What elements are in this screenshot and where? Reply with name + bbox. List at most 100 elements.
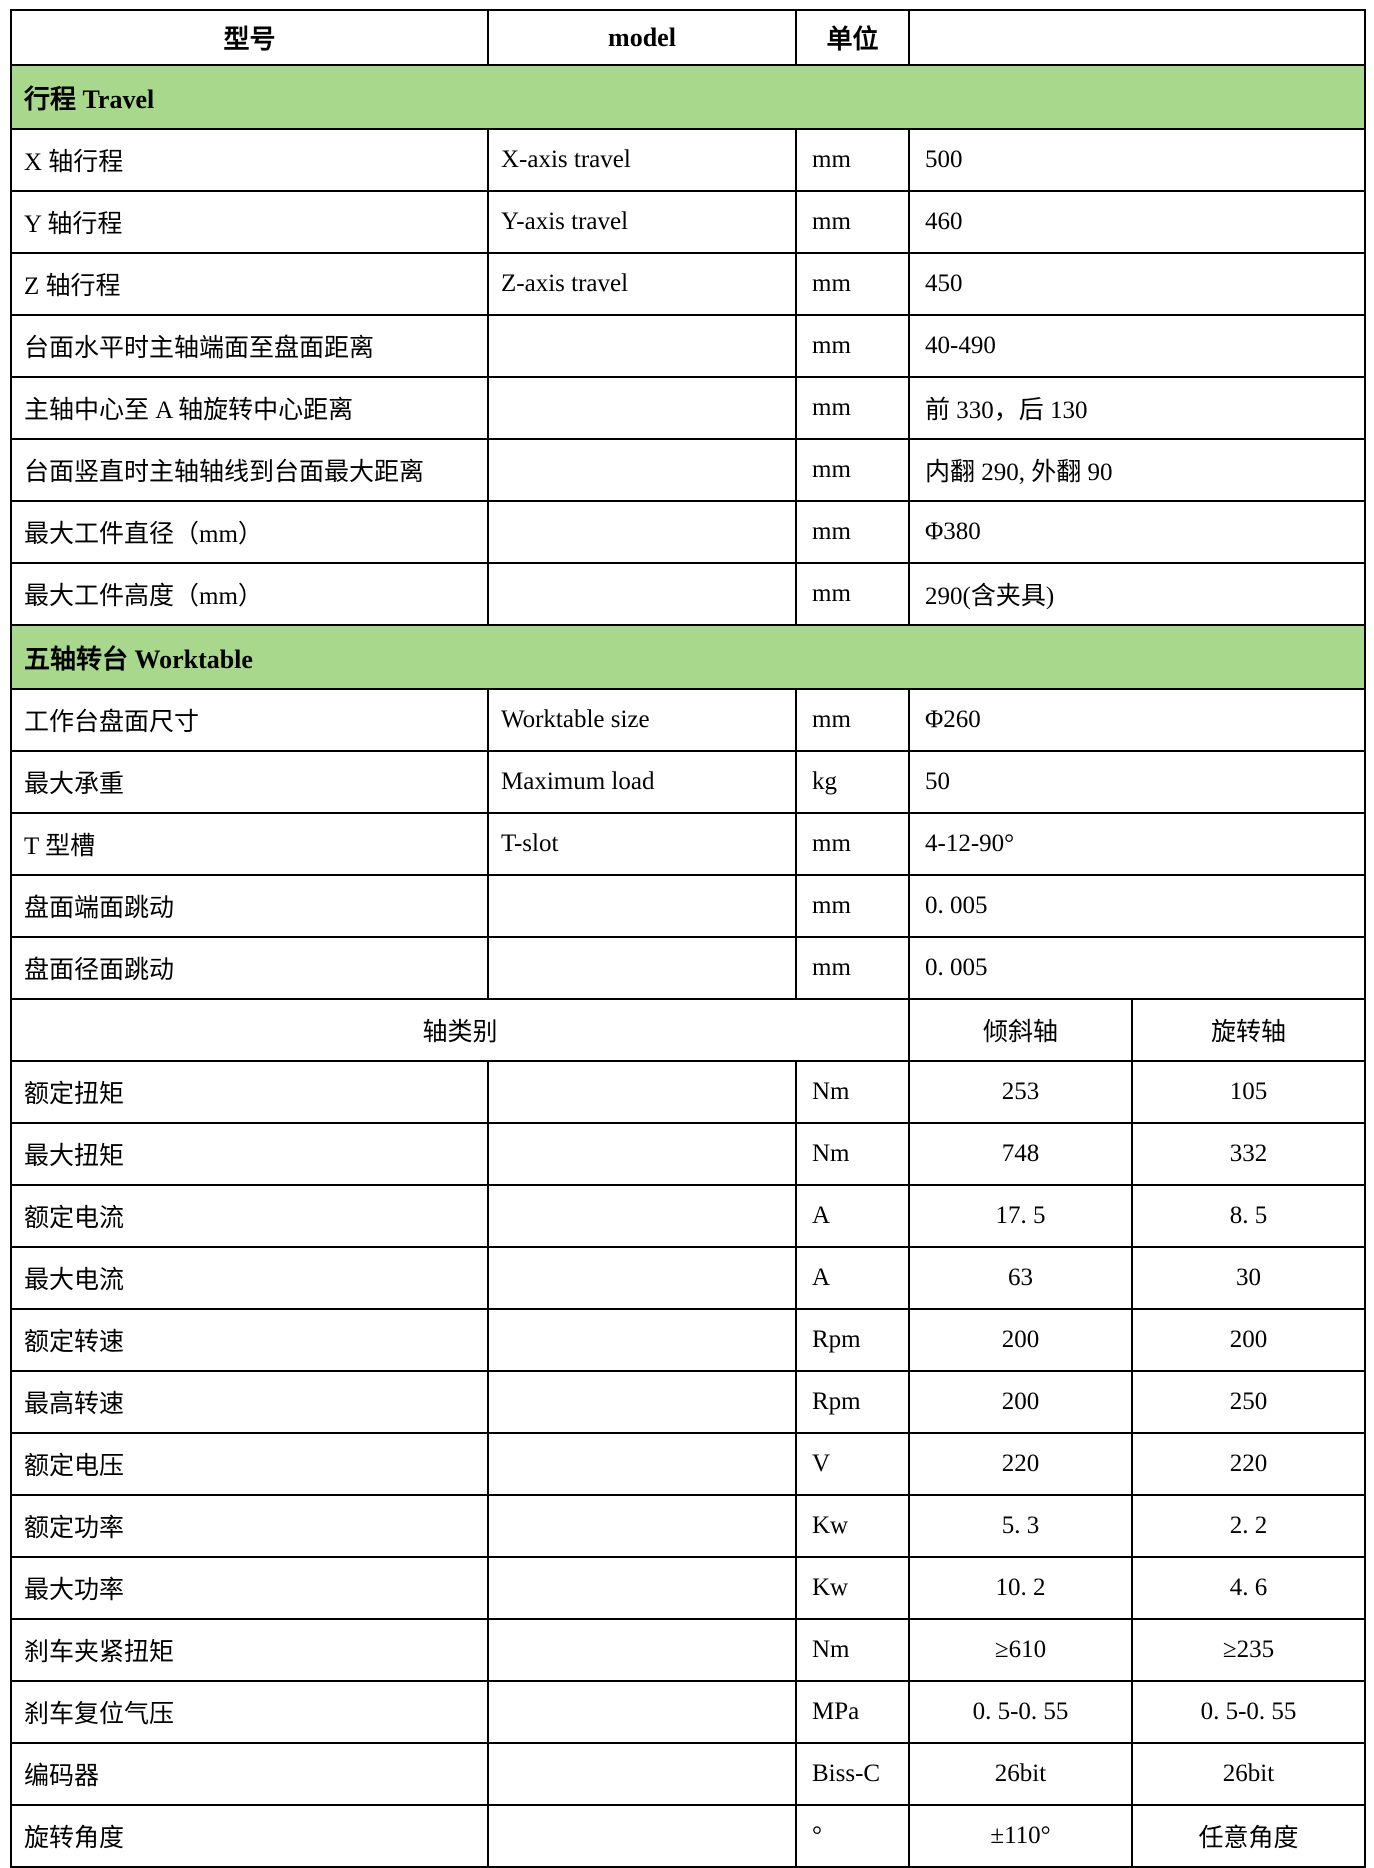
row-value-rotary: 4. 6	[1131, 1556, 1366, 1620]
row-label: Y 轴行程	[10, 190, 489, 254]
row-model	[487, 314, 797, 378]
row-unit: MPa	[795, 1680, 910, 1744]
row-unit: Kw	[795, 1556, 910, 1620]
row-model: Z-axis travel	[487, 252, 797, 316]
table-row: 最大工件直径（mm） mm Φ380	[10, 500, 1366, 564]
row-model	[487, 1804, 797, 1868]
row-unit: mm	[795, 252, 910, 316]
row-label: 盘面径面跳动	[10, 936, 489, 1000]
table-row: 最大工件高度（mm） mm 290(含夹具)	[10, 562, 1366, 626]
row-unit: mm	[795, 314, 910, 378]
row-value: 前 330，后 130	[908, 376, 1366, 440]
row-unit: mm	[795, 190, 910, 254]
row-unit: mm	[795, 688, 910, 752]
row-label: 最大电流	[10, 1246, 489, 1310]
row-value-tilt: ±110°	[908, 1804, 1133, 1868]
row-value-tilt: 748	[908, 1122, 1133, 1186]
row-unit: °	[795, 1804, 910, 1868]
row-model: X-axis travel	[487, 128, 797, 192]
row-value: Φ380	[908, 500, 1366, 564]
row-value: 0. 005	[908, 936, 1366, 1000]
row-model	[487, 936, 797, 1000]
row-label: 盘面端面跳动	[10, 874, 489, 938]
row-value-tilt: 26bit	[908, 1742, 1133, 1806]
row-model	[487, 376, 797, 440]
row-unit: Kw	[795, 1494, 910, 1558]
row-value-tilt: ≥610	[908, 1618, 1133, 1682]
row-unit: kg	[795, 750, 910, 814]
machine-spec-table: 型号 model 单位 行程 Travel X 轴行程 X-axis trave…	[10, 9, 1366, 1868]
row-model	[487, 1556, 797, 1620]
row-value: 40-490	[908, 314, 1366, 378]
row-model	[487, 1308, 797, 1372]
row-value-rotary: 2. 2	[1131, 1494, 1366, 1558]
table-row: 台面竖直时主轴轴线到台面最大距离 mm 内翻 290, 外翻 90	[10, 438, 1366, 502]
row-unit: mm	[795, 438, 910, 502]
row-unit: mm	[795, 812, 910, 876]
row-value-rotary: 332	[1131, 1122, 1366, 1186]
row-label: 刹车复位气压	[10, 1680, 489, 1744]
row-label: 编码器	[10, 1742, 489, 1806]
table-row: 额定扭矩 Nm 253 105	[10, 1060, 1366, 1124]
row-value: 460	[908, 190, 1366, 254]
row-value-rotary: 任意角度	[1131, 1804, 1366, 1868]
row-value-rotary: 220	[1131, 1432, 1366, 1496]
row-label: 额定功率	[10, 1494, 489, 1558]
row-model	[487, 1370, 797, 1434]
row-value-tilt: 200	[908, 1308, 1133, 1372]
row-value-rotary: ≥235	[1131, 1618, 1366, 1682]
row-label: 最大扭矩	[10, 1122, 489, 1186]
row-unit: mm	[795, 500, 910, 564]
row-unit: mm	[795, 376, 910, 440]
header-model-en: model	[487, 9, 797, 66]
table-row: 额定转速 Rpm 200 200	[10, 1308, 1366, 1372]
row-label: 最高转速	[10, 1370, 489, 1434]
table-row: 盘面端面跳动 mm 0. 005	[10, 874, 1366, 938]
row-unit: Nm	[795, 1122, 910, 1186]
row-value-rotary: 8. 5	[1131, 1184, 1366, 1248]
table-row: 最大承重 Maximum load kg 50	[10, 750, 1366, 814]
row-model	[487, 1432, 797, 1496]
table-row: 最大电流 A 63 30	[10, 1246, 1366, 1310]
row-value-tilt: 220	[908, 1432, 1133, 1496]
row-label: 台面竖直时主轴轴线到台面最大距离	[10, 438, 489, 502]
axis-rotary-header: 旋转轴	[1131, 998, 1366, 1062]
row-value-rotary: 105	[1131, 1060, 1366, 1124]
row-unit: Rpm	[795, 1308, 910, 1372]
row-label: T 型槽	[10, 812, 489, 876]
row-value-rotary: 250	[1131, 1370, 1366, 1434]
row-value-rotary: 30	[1131, 1246, 1366, 1310]
row-value: 4-12-90°	[908, 812, 1366, 876]
row-unit: Rpm	[795, 1370, 910, 1434]
row-label: 主轴中心至 A 轴旋转中心距离	[10, 376, 489, 440]
row-model: Maximum load	[487, 750, 797, 814]
table-row: 额定电流 A 17. 5 8. 5	[10, 1184, 1366, 1248]
row-value: 500	[908, 128, 1366, 192]
table-row: 主轴中心至 A 轴旋转中心距离 mm 前 330，后 130	[10, 376, 1366, 440]
row-model: T-slot	[487, 812, 797, 876]
row-label: 额定转速	[10, 1308, 489, 1372]
row-value: 内翻 290, 外翻 90	[908, 438, 1366, 502]
row-value-rotary: 26bit	[1131, 1742, 1366, 1806]
row-model	[487, 1060, 797, 1124]
row-model	[487, 1680, 797, 1744]
section-row-travel: 行程 Travel	[10, 64, 1366, 130]
row-model	[487, 562, 797, 626]
row-model	[487, 438, 797, 502]
row-value-tilt: 0. 5-0. 55	[908, 1680, 1133, 1744]
table-row: 台面水平时主轴端面至盘面距离 mm 40-490	[10, 314, 1366, 378]
header-model-cn: 型号	[10, 9, 489, 66]
row-model	[487, 1742, 797, 1806]
table-row: 编码器 Biss-C 26bit 26bit	[10, 1742, 1366, 1806]
row-model	[487, 500, 797, 564]
row-value-rotary: 0. 5-0. 55	[1131, 1680, 1366, 1744]
table-row: 最大功率 Kw 10. 2 4. 6	[10, 1556, 1366, 1620]
table-row: 刹车复位气压 MPa 0. 5-0. 55 0. 5-0. 55	[10, 1680, 1366, 1744]
row-value: 450	[908, 252, 1366, 316]
row-unit: A	[795, 1184, 910, 1248]
row-unit: mm	[795, 936, 910, 1000]
table-row: T 型槽 T-slot mm 4-12-90°	[10, 812, 1366, 876]
axis-category-label: 轴类别	[10, 998, 910, 1062]
section-row-worktable: 五轴转台 Worktable	[10, 624, 1366, 690]
section-title-travel: 行程 Travel	[10, 64, 1366, 130]
